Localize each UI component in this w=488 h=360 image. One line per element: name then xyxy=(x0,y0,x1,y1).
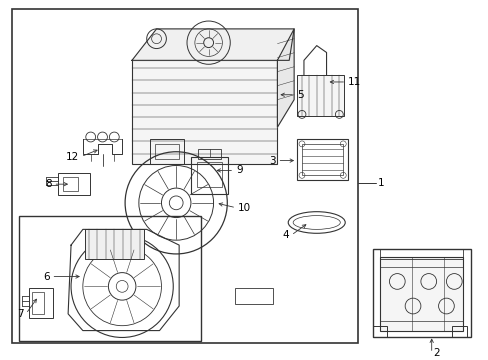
Text: 2: 2 xyxy=(433,348,439,358)
Bar xyxy=(372,249,470,337)
Text: 6: 6 xyxy=(43,271,49,282)
Text: 3: 3 xyxy=(268,156,275,166)
Bar xyxy=(451,326,466,337)
Text: 10: 10 xyxy=(238,203,251,213)
Text: 11: 11 xyxy=(347,77,361,87)
Bar xyxy=(149,139,183,163)
Bar xyxy=(12,9,357,343)
Text: 5: 5 xyxy=(297,90,303,100)
Bar xyxy=(302,144,343,175)
Polygon shape xyxy=(277,29,293,127)
Bar xyxy=(197,162,222,187)
Bar xyxy=(32,292,43,314)
Bar xyxy=(19,216,201,341)
Bar xyxy=(198,149,221,159)
Text: 9: 9 xyxy=(236,165,242,175)
Bar xyxy=(63,177,78,191)
Bar xyxy=(154,144,179,159)
Bar xyxy=(58,174,89,195)
Bar xyxy=(29,288,53,318)
Bar xyxy=(190,157,228,194)
Bar xyxy=(379,249,462,259)
Text: 1: 1 xyxy=(377,178,384,188)
Bar xyxy=(297,75,344,116)
Polygon shape xyxy=(132,29,293,60)
Bar xyxy=(297,139,347,180)
Bar xyxy=(84,229,143,259)
Bar xyxy=(235,288,272,304)
Bar xyxy=(379,257,462,330)
Text: 4: 4 xyxy=(282,230,288,240)
Bar xyxy=(372,326,386,337)
Bar xyxy=(132,60,277,163)
Text: 12: 12 xyxy=(65,152,79,162)
Text: 8: 8 xyxy=(45,179,51,189)
Text: 7: 7 xyxy=(17,309,24,319)
